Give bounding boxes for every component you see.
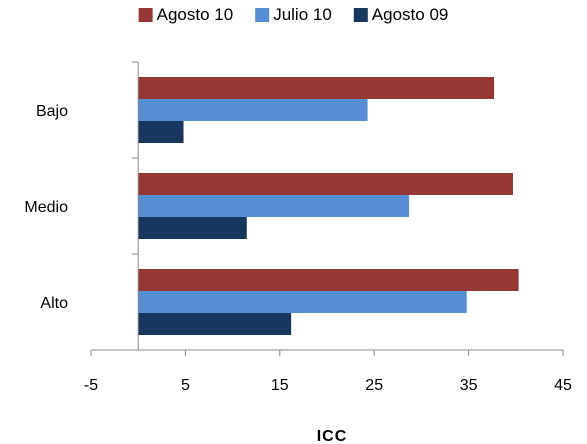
category-label-medio: Medio	[24, 199, 68, 216]
category-label-bajo: Bajo	[36, 103, 68, 120]
bar-agosto-10-bajo	[138, 77, 495, 99]
x-axis-title: ICC	[317, 428, 348, 444]
bar-julio-10-medio	[138, 195, 410, 217]
legend-swatch-agosto-10	[138, 8, 153, 22]
legend: Agosto 10 Julio 10 Agosto 09	[138, 5, 449, 24]
category-label-alto: Alto	[40, 295, 68, 312]
bar-julio-10-bajo	[138, 99, 368, 121]
bar-agosto-09-bajo	[138, 121, 184, 143]
bar-agosto-09-alto	[138, 313, 292, 335]
bar-agosto-10-alto	[138, 269, 519, 291]
x-tick-label: 5	[181, 377, 190, 394]
bar-agosto-09-medio	[138, 217, 247, 239]
x-tick-label: 15	[271, 377, 289, 394]
bar-agosto-10-medio	[138, 173, 513, 195]
legend-label-agosto-10: Agosto 10	[157, 5, 234, 24]
axes: -5 5 15 25 35 45 Bajo Medio Alto	[24, 61, 572, 394]
x-tick-label: -5	[84, 377, 98, 394]
legend-swatch-julio-10	[255, 8, 270, 22]
legend-label-agosto-09: Agosto 09	[372, 5, 449, 24]
bar-julio-10-alto	[138, 291, 467, 313]
bars	[138, 77, 519, 335]
x-tick-label: 35	[460, 377, 478, 394]
x-tick-label: 45	[554, 377, 572, 394]
legend-swatch-agosto-09	[353, 8, 368, 22]
legend-label-julio-10: Julio 10	[273, 5, 332, 24]
x-tick-label: 25	[365, 377, 383, 394]
